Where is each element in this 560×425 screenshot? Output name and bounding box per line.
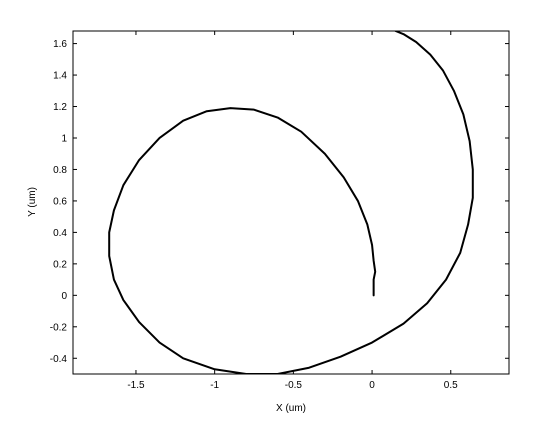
y-tick-label: 1.6: [53, 39, 67, 50]
y-tick-label: 0.2: [53, 259, 67, 270]
y-tick-label: -0.4: [50, 354, 68, 365]
y-tick-label: 0.8: [53, 165, 67, 176]
x-axis-label: X (um): [276, 403, 306, 414]
x-tick-label: 0: [369, 380, 375, 391]
x-tick-label: 0.5: [444, 380, 458, 391]
y-tick-label: -0.2: [50, 322, 68, 333]
x-tick-label: -1.5: [127, 380, 145, 391]
x-tick-label: -0.5: [285, 380, 303, 391]
y-tick-label: 1.4: [53, 71, 67, 82]
y-tick-label: 1.2: [53, 102, 67, 113]
plot-frame: [72, 30, 510, 375]
y-tick-label: 1: [61, 133, 67, 144]
trajectory-line: [108, 31, 474, 374]
y-tick-label: 0.6: [53, 196, 67, 207]
y-axis-label: Y (um): [27, 187, 38, 217]
y-tick-label: 0.4: [53, 228, 67, 239]
y-tick-label: 0: [61, 291, 67, 302]
x-tick-label: -1: [210, 380, 219, 391]
